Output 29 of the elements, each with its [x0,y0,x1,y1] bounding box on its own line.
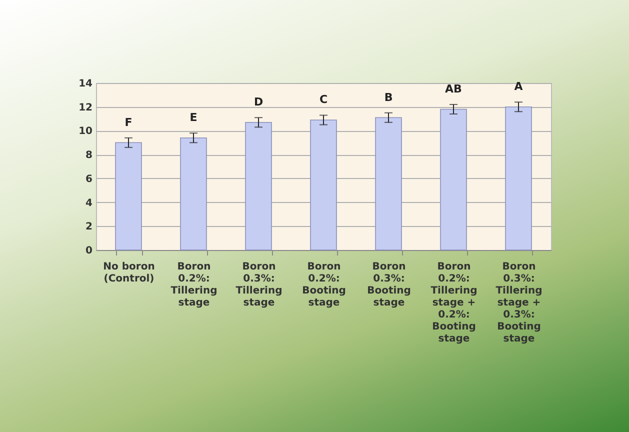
y-tick-label: 10 [78,126,93,138]
x-tick-label: Boron 0.3%: Tillering stage + 0.3%: Booting stage [496,262,542,344]
bar [310,120,337,250]
bar [245,122,272,250]
bar [505,106,532,250]
annotation: D [254,96,264,109]
y-tick-label: 14 [78,78,93,90]
annotation: AB [445,82,462,96]
bar [440,108,467,250]
annotation: F [124,116,132,129]
annotation: C [319,93,328,106]
y-tick-label: 4 [86,198,93,209]
x-tick-label: Boron 0.2%: Booting stage [302,262,346,308]
bar [115,142,142,250]
annotation: B [384,90,393,104]
x-tick-label: Boron 0.2%: Tillering stage [170,262,218,308]
x-tick-label: No boron (Control) [103,262,155,284]
bar [180,137,207,250]
x-tick-label: Boron 0.3%: Tillering stage [236,262,282,308]
annotation: E [190,111,198,124]
x-tick-label: Boron 0.2%: Tillering stage + 0.2%: Booting stage [430,262,478,344]
y-tick-label: 0 [86,246,93,256]
y-tick-label: 12 [78,102,93,114]
y-tick-label: 2 [86,222,93,233]
y-tick-label: 6 [86,174,93,185]
annotation: A [514,80,524,94]
y-tick-label: 8 [86,150,93,162]
x-tick-label: Boron 0.3%: Booting stage [367,262,411,308]
bar [375,117,402,250]
